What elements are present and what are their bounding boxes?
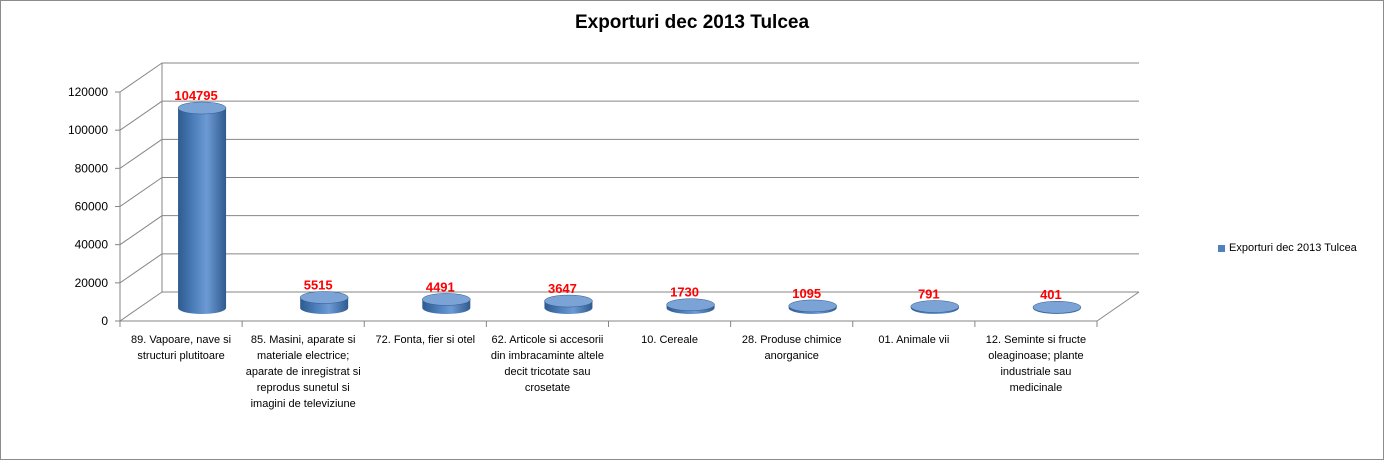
data-label: 1730 [670,285,699,300]
y-tick-label: 120000 [68,85,108,99]
bar [666,298,715,314]
chart-title: Exporturi dec 2013 Tulcea [574,12,810,33]
x-tick-label: 62. Articole si accesorii din imbracamin… [490,334,604,394]
x-tick-label: 85. Masini, aparate si materiale electri… [245,334,361,410]
y-tick-label: 80000 [75,161,109,175]
bar-top [299,291,349,304]
gridline-side [119,291,163,322]
gridline-side [119,253,163,284]
data-label: 791 [918,286,940,301]
bar-top [1032,300,1082,314]
bar [177,101,227,314]
gridline-side [119,62,163,93]
bar-top [177,101,227,115]
x-tick-label: 89. Vapoare, nave si structuri plutitoar… [131,334,232,362]
x-tick-label: 28. Produse chimice anorganice [741,334,842,362]
legend-swatch [1218,244,1225,252]
x-tick-label: 01. Animale vii [878,334,950,346]
bar [1032,300,1082,314]
y-tick-label: 0 [101,314,108,328]
bar-top [910,300,960,313]
x-tick-label: 12. Seminte si fructe oleaginoase; plant… [985,334,1087,394]
gridline-side [119,177,163,207]
bar-top [788,299,837,313]
data-label: 401 [1040,287,1062,302]
y-tick-label: 60000 [75,200,109,214]
data-label: 5515 [304,277,333,292]
floor-edge [1096,291,1140,322]
bar-top [666,298,715,311]
gridline-side [119,100,163,131]
legend: Exporturi dec 2013 Tulcea [1218,242,1357,254]
data-label: 4491 [426,279,455,294]
data-label: 1095 [792,286,821,301]
y-tick-label: 40000 [75,238,109,252]
legend-label: Exporturi dec 2013 Tulcea [1229,242,1357,254]
y-tick-label: 20000 [75,276,109,290]
x-tick-label: 72. Fonta, fier si otel [375,334,476,346]
bar [422,293,471,314]
bar [788,299,837,314]
data-label: 3647 [548,281,577,296]
gridline-side [119,215,163,246]
bar-body [178,108,227,314]
bar-top [544,294,593,308]
bar [910,300,960,314]
y-tick-label: 100000 [68,123,108,137]
data-label: 104795 [174,88,217,103]
bar [299,291,349,314]
gridline-side [119,138,163,169]
bar [544,294,593,314]
bar-top [422,293,471,306]
x-tick-label: 10. Cereale [641,334,698,346]
